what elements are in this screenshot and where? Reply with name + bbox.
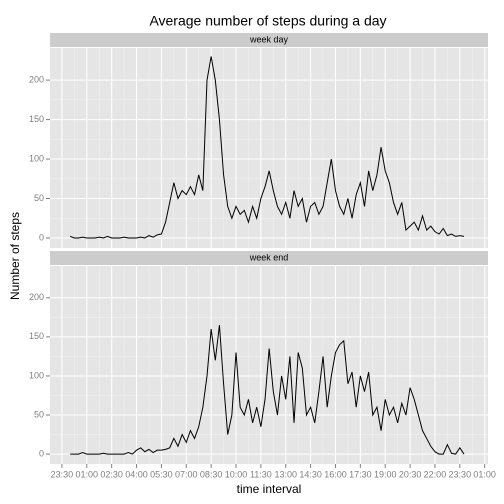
y-tick-label: 50 <box>34 193 44 203</box>
x-tick-label: 13:00 <box>274 469 297 479</box>
x-tick-label: 01:00 <box>473 469 496 479</box>
y-tick-label: 0 <box>39 448 44 458</box>
x-axis-label: time interval <box>237 482 302 496</box>
y-tick-label: 50 <box>34 409 44 419</box>
strip-label: week day <box>249 34 289 44</box>
strip <box>50 251 488 265</box>
y-tick-label: 200 <box>29 74 44 84</box>
y-axis-label: Number of steps <box>8 212 22 300</box>
x-tick-label: 17:30 <box>349 469 372 479</box>
x-tick-label: 08:30 <box>200 469 223 479</box>
x-tick-label: 23:30 <box>51 469 74 479</box>
panel <box>50 48 488 248</box>
y-tick-label: 0 <box>39 232 44 242</box>
x-tick-label: 11:30 <box>250 469 272 479</box>
strip-label: week end <box>249 252 289 262</box>
x-tick-label: 16:00 <box>324 469 347 479</box>
panel <box>50 266 488 464</box>
x-tick-label: 04:00 <box>125 469 148 479</box>
x-tick-label: 10:00 <box>225 469 248 479</box>
strip <box>50 33 488 47</box>
x-tick-label: 01:00 <box>76 469 99 479</box>
x-tick-label: 07:00 <box>175 469 198 479</box>
y-tick-label: 100 <box>29 370 44 380</box>
x-tick-label: 20:30 <box>399 469 422 479</box>
y-tick-label: 200 <box>29 292 44 302</box>
data-line <box>70 56 465 239</box>
data-line <box>70 325 465 455</box>
x-tick-label: 22:00 <box>424 469 447 479</box>
x-tick-label: 19:00 <box>374 469 397 479</box>
y-tick-label: 100 <box>29 153 44 163</box>
y-tick-label: 150 <box>29 331 44 341</box>
x-tick-label: 05:30 <box>150 469 173 479</box>
chart-title: Average number of steps during a day <box>149 13 386 29</box>
x-tick-label: 02:30 <box>100 469 123 479</box>
y-tick-label: 150 <box>29 114 44 124</box>
x-tick-label: 23:30 <box>449 469 472 479</box>
x-tick-label: 14:30 <box>299 469 322 479</box>
